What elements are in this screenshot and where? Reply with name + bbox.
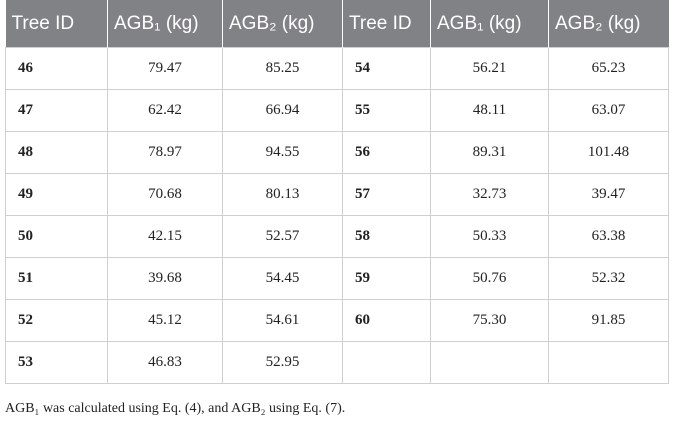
value-cell: 54.61	[222, 299, 343, 342]
table-row: 52 45.12 54.61 60 75.30 91.85	[5, 299, 669, 342]
header-row: Tree ID AGB₁ (kg) AGB₂ (kg) Tree ID AGB₁ (kg…	[5, 0, 669, 48]
data-table: Tree ID AGB₁ (kg) AGB₂ (kg) Tree ID AGB₁ (kg…	[5, 0, 669, 384]
column-header: AGB₁ (kg)	[107, 0, 223, 48]
value-cell: 80.13	[222, 173, 343, 216]
value-cell: 39.47	[548, 173, 669, 216]
value-cell: 65.23	[548, 47, 669, 90]
tree-id-cell: 49	[5, 173, 108, 216]
value-cell: 94.55	[222, 131, 343, 174]
table-row: 53 46.83 52.95	[5, 341, 669, 384]
tree-id-cell: 51	[5, 257, 108, 300]
tree-id-cell	[342, 341, 431, 384]
column-header: Tree ID	[5, 0, 108, 48]
value-cell: 45.12	[107, 299, 223, 342]
table-row: 49 70.68 80.13 57 32.73 39.47	[5, 173, 669, 216]
tree-id-cell: 48	[5, 131, 108, 174]
value-cell: 66.94	[222, 89, 343, 132]
value-cell: 42.15	[107, 215, 223, 258]
value-cell: 63.38	[548, 215, 669, 258]
tree-id-cell: 47	[5, 89, 108, 132]
tree-id-cell: 60	[342, 299, 431, 342]
column-header: Tree ID	[342, 0, 431, 48]
value-cell: 52.32	[548, 257, 669, 300]
value-cell: 46.83	[107, 341, 223, 384]
tree-id-cell: 54	[342, 47, 431, 90]
tree-id-cell: 57	[342, 173, 431, 216]
table-row: 46 79.47 85.25 54 56.21 65.23	[5, 47, 669, 90]
value-cell	[548, 341, 669, 384]
value-cell: 50.76	[430, 257, 549, 300]
value-cell: 48.11	[430, 89, 549, 132]
value-cell: 89.31	[430, 131, 549, 174]
value-cell: 32.73	[430, 173, 549, 216]
tree-id-cell: 53	[5, 341, 108, 384]
column-header: AGB₂ (kg)	[548, 0, 669, 48]
tree-id-cell: 50	[5, 215, 108, 258]
column-header: AGB₂ (kg)	[222, 0, 343, 48]
value-cell: 50.33	[430, 215, 549, 258]
value-cell	[430, 341, 549, 384]
table-row: 50 42.15 52.57 58 50.33 63.38	[5, 215, 669, 258]
value-cell: 54.45	[222, 257, 343, 300]
value-cell: 63.07	[548, 89, 669, 132]
value-cell: 62.42	[107, 89, 223, 132]
value-cell: 78.97	[107, 131, 223, 174]
value-cell: 39.68	[107, 257, 223, 300]
value-cell: 85.25	[222, 47, 343, 90]
value-cell: 75.30	[430, 299, 549, 342]
value-cell: 91.85	[548, 299, 669, 342]
table-row: 51 39.68 54.45 59 50.76 52.32	[5, 257, 669, 300]
tree-id-cell: 52	[5, 299, 108, 342]
value-cell: 79.47	[107, 47, 223, 90]
table-row: 47 62.42 66.94 55 48.11 63.07	[5, 89, 669, 132]
footnote: AGB₁ was calculated using Eq. (4), and A…	[5, 401, 346, 416]
tree-id-cell: 56	[342, 131, 431, 174]
table-container: Tree ID AGB₁ (kg) AGB₂ (kg) Tree ID AGB₁ (kg…	[5, 0, 669, 384]
value-cell: 56.21	[430, 47, 549, 90]
table-body: 46 79.47 85.25 54 56.21 65.23 47 62.42 66.94 55 48…	[5, 47, 669, 384]
table-row: 48 78.97 94.55 56 89.31 101.48	[5, 131, 669, 174]
value-cell: 52.95	[222, 341, 343, 384]
tree-id-cell: 59	[342, 257, 431, 300]
tree-id-cell: 58	[342, 215, 431, 258]
tree-id-cell: 46	[5, 47, 108, 90]
column-header: AGB₁ (kg)	[430, 0, 549, 48]
tree-id-cell: 55	[342, 89, 431, 132]
value-cell: 52.57	[222, 215, 343, 258]
value-cell: 101.48	[548, 131, 669, 174]
value-cell: 70.68	[107, 173, 223, 216]
